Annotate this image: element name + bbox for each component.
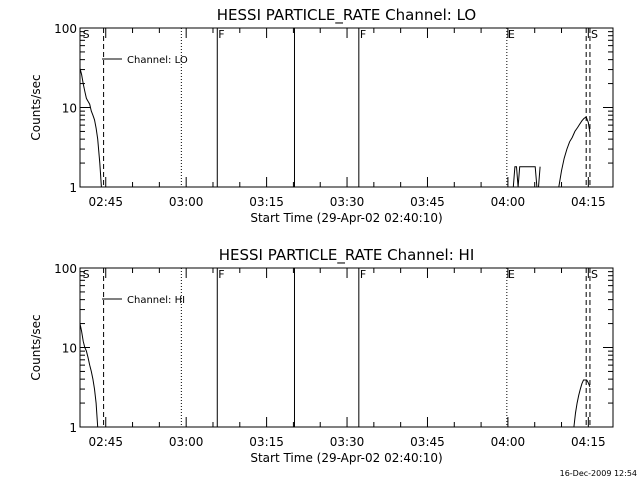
- event-marker-label: S: [591, 268, 598, 281]
- legend-label: Channel: HI: [127, 295, 185, 306]
- x-tick-label: 02:45: [88, 195, 123, 209]
- event-marker-label: S: [591, 28, 598, 41]
- x-tick-label: 03:30: [330, 195, 365, 209]
- chart-panel-lo: HESSI PARTICLE_RATE Channel: LO Counts/se…: [29, 6, 614, 225]
- x-tick-label: 03:00: [169, 195, 204, 209]
- chart-title: HESSI PARTICLE_RATE Channel: LO: [217, 6, 476, 25]
- x-tick-label: 03:15: [249, 435, 284, 449]
- x-tick-label: 03:00: [169, 435, 204, 449]
- event-marker-label: E: [508, 268, 515, 281]
- rate-line: [79, 68, 102, 188]
- rate-line: [558, 116, 591, 188]
- event-marker-label: S: [83, 268, 90, 281]
- x-tick-label: 04:15: [571, 435, 606, 449]
- y-tick-label: 10: [62, 342, 77, 356]
- rate-line: [573, 379, 591, 428]
- x-tick-label: 02:45: [88, 435, 123, 449]
- x-tick-label: 04:15: [571, 195, 606, 209]
- timestamp-label: 16-Dec-2009 12:54: [560, 469, 637, 478]
- x-tick-label: 03:15: [249, 195, 284, 209]
- plot-frame: [79, 267, 614, 428]
- y-axis-label: Counts/sec: [29, 314, 43, 380]
- event-marker-label: F: [218, 28, 224, 41]
- x-tick-label: 03:45: [410, 195, 445, 209]
- y-axis-label: Counts/sec: [29, 74, 43, 140]
- legend-label: Channel: LO: [127, 55, 188, 66]
- y-tick-label: 1: [69, 181, 77, 195]
- chart-panel-hi: HESSI PARTICLE_RATE Channel: HI Counts/se…: [29, 246, 614, 465]
- x-tick-label: 03:30: [330, 435, 365, 449]
- rate-line: [79, 323, 99, 428]
- plot-frame: [79, 27, 614, 188]
- x-tick-label: 04:00: [491, 195, 526, 209]
- event-marker-label: F: [218, 268, 224, 281]
- event-marker-label: S: [83, 28, 90, 41]
- x-axis-label: Start Time (29-Apr-02 02:40:10): [250, 211, 442, 225]
- y-tick-label: 10: [62, 102, 77, 116]
- event-marker-label: F: [360, 28, 366, 41]
- y-tick-label: 1: [69, 421, 77, 435]
- chart-title: HESSI PARTICLE_RATE Channel: HI: [219, 246, 475, 265]
- x-tick-label: 04:00: [491, 435, 526, 449]
- rate-line: [512, 166, 541, 188]
- y-tick-label: 100: [54, 22, 77, 36]
- x-axis-label: Start Time (29-Apr-02 02:40:10): [250, 451, 442, 465]
- event-marker-label: F: [360, 268, 366, 281]
- x-tick-label: 03:45: [410, 435, 445, 449]
- event-marker-label: E: [508, 28, 515, 41]
- y-tick-label: 100: [54, 262, 77, 276]
